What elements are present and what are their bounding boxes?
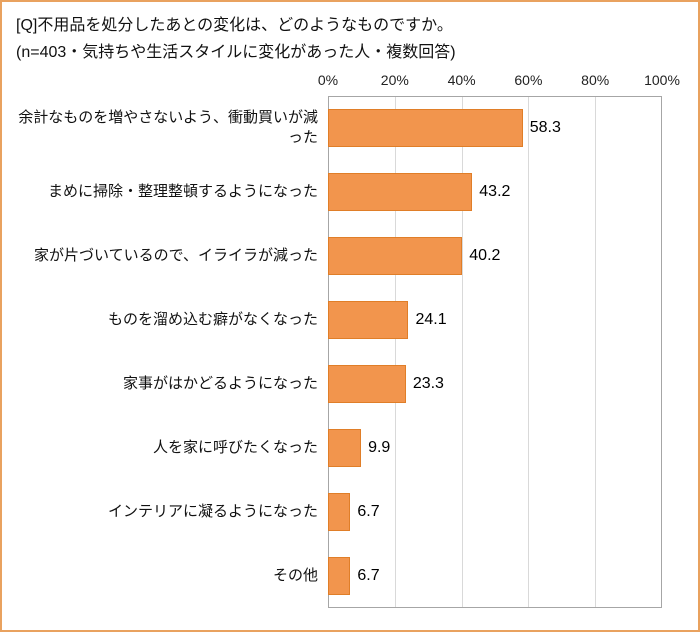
gridline bbox=[461, 97, 463, 608]
value-label: 58.3 bbox=[529, 119, 561, 137]
category-label: その他 bbox=[272, 567, 318, 585]
category-label: 余計なものを増やさないよう、衝動買いが減った bbox=[18, 109, 318, 147]
bar-row: 家事がはかどるようになった 23.3 bbox=[16, 352, 662, 416]
row-plot: 58.3 bbox=[328, 96, 662, 160]
value-label: 9.9 bbox=[368, 439, 391, 457]
bar bbox=[328, 557, 351, 596]
bar bbox=[328, 493, 351, 532]
bar bbox=[328, 109, 523, 148]
bar-row: 人を家に呼びたくなった 9.9 bbox=[16, 416, 662, 480]
value-label: 24.1 bbox=[415, 311, 447, 329]
value-label: 23.3 bbox=[412, 375, 444, 393]
row-plot: 43.2 bbox=[328, 160, 662, 224]
gridline bbox=[395, 97, 397, 608]
bar bbox=[328, 237, 463, 276]
bar-row: ものを溜め込む癖がなくなった 24.1 bbox=[16, 288, 662, 352]
bar bbox=[328, 173, 473, 212]
bar-row: 家が片づいているので、イライラが減った 40.2 bbox=[16, 224, 662, 288]
bar-rows: 余計なものを増やさないよう、衝動買いが減った 58.3 まめに掃除・整理整頓するよう… bbox=[16, 96, 662, 608]
bar bbox=[328, 365, 406, 404]
chart-subtitle: (n=403・気持ちや生活スタイルに変化があった人・複数回答) bbox=[16, 44, 456, 62]
chart-title: [Q]不用品を処分したあとの変化は、どのようなものですか。 bbox=[16, 17, 453, 34]
x-axis-tick: 40% bbox=[447, 72, 476, 89]
x-axis-tick: 20% bbox=[380, 72, 409, 89]
category-label: インテリアに凝るようになった bbox=[107, 503, 318, 521]
row-plot: 6.7 bbox=[328, 480, 662, 544]
row-plot: 9.9 bbox=[328, 416, 662, 480]
value-label: 6.7 bbox=[357, 503, 380, 521]
bar bbox=[328, 301, 409, 340]
category-label: 家事がはかどるようになった bbox=[122, 375, 318, 393]
bar-chart: 0% 20% 40% 60% 80% 100% 余計なものを増やさないよう、衝動買いが減っ… bbox=[16, 72, 684, 609]
bar-row: 余計なものを増やさないよう、衝動買いが減った 58.3 bbox=[16, 96, 662, 160]
row-plot: 24.1 bbox=[328, 288, 662, 352]
value-label: 6.7 bbox=[357, 567, 380, 585]
gridline bbox=[594, 97, 596, 608]
bar-row: まめに掃除・整理整頓するようになった 43.2 bbox=[16, 160, 662, 224]
row-plot: 6.7 bbox=[328, 544, 662, 608]
chart-body: 余計なものを増やさないよう、衝動買いが減った 58.3 まめに掃除・整理整頓するよう… bbox=[16, 96, 662, 609]
x-axis-tick: 80% bbox=[581, 72, 610, 89]
category-label: 家が片づいているので、イライラが減った bbox=[34, 247, 318, 265]
category-label: まめに掃除・整理整頓するようになった bbox=[47, 183, 318, 201]
x-axis: 0% 20% 40% 60% 80% 100% bbox=[318, 72, 680, 96]
category-label: 人を家に呼びたくなった bbox=[152, 439, 318, 457]
x-axis-tick: 60% bbox=[514, 72, 543, 89]
bar-row: その他 6.7 bbox=[16, 544, 662, 608]
value-label: 43.2 bbox=[479, 183, 511, 201]
row-plot: 23.3 bbox=[328, 352, 662, 416]
value-label: 40.2 bbox=[469, 247, 501, 265]
x-axis-tick: 0% bbox=[317, 72, 339, 89]
category-label: ものを溜め込む癖がなくなった bbox=[107, 311, 318, 329]
gridline bbox=[528, 97, 530, 608]
bar bbox=[328, 429, 362, 468]
x-axis-tick: 100% bbox=[644, 72, 680, 89]
bar-row: インテリアに凝るようになった 6.7 bbox=[16, 480, 662, 544]
row-plot: 40.2 bbox=[328, 224, 662, 288]
